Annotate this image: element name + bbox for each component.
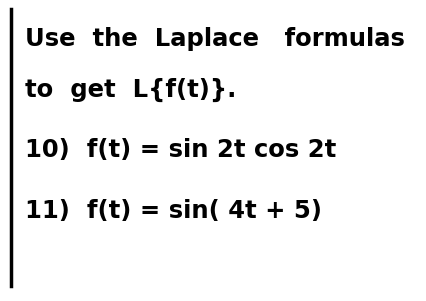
Text: Use  the  Laplace   formulas: Use the Laplace formulas: [25, 27, 405, 51]
Text: 11)  f(t) = sin( 4t + 5): 11) f(t) = sin( 4t + 5): [25, 199, 322, 223]
Text: to  get  L{f(t)}.: to get L{f(t)}.: [25, 78, 236, 102]
Text: 10)  f(t) = sin 2t cos 2t: 10) f(t) = sin 2t cos 2t: [25, 138, 336, 163]
